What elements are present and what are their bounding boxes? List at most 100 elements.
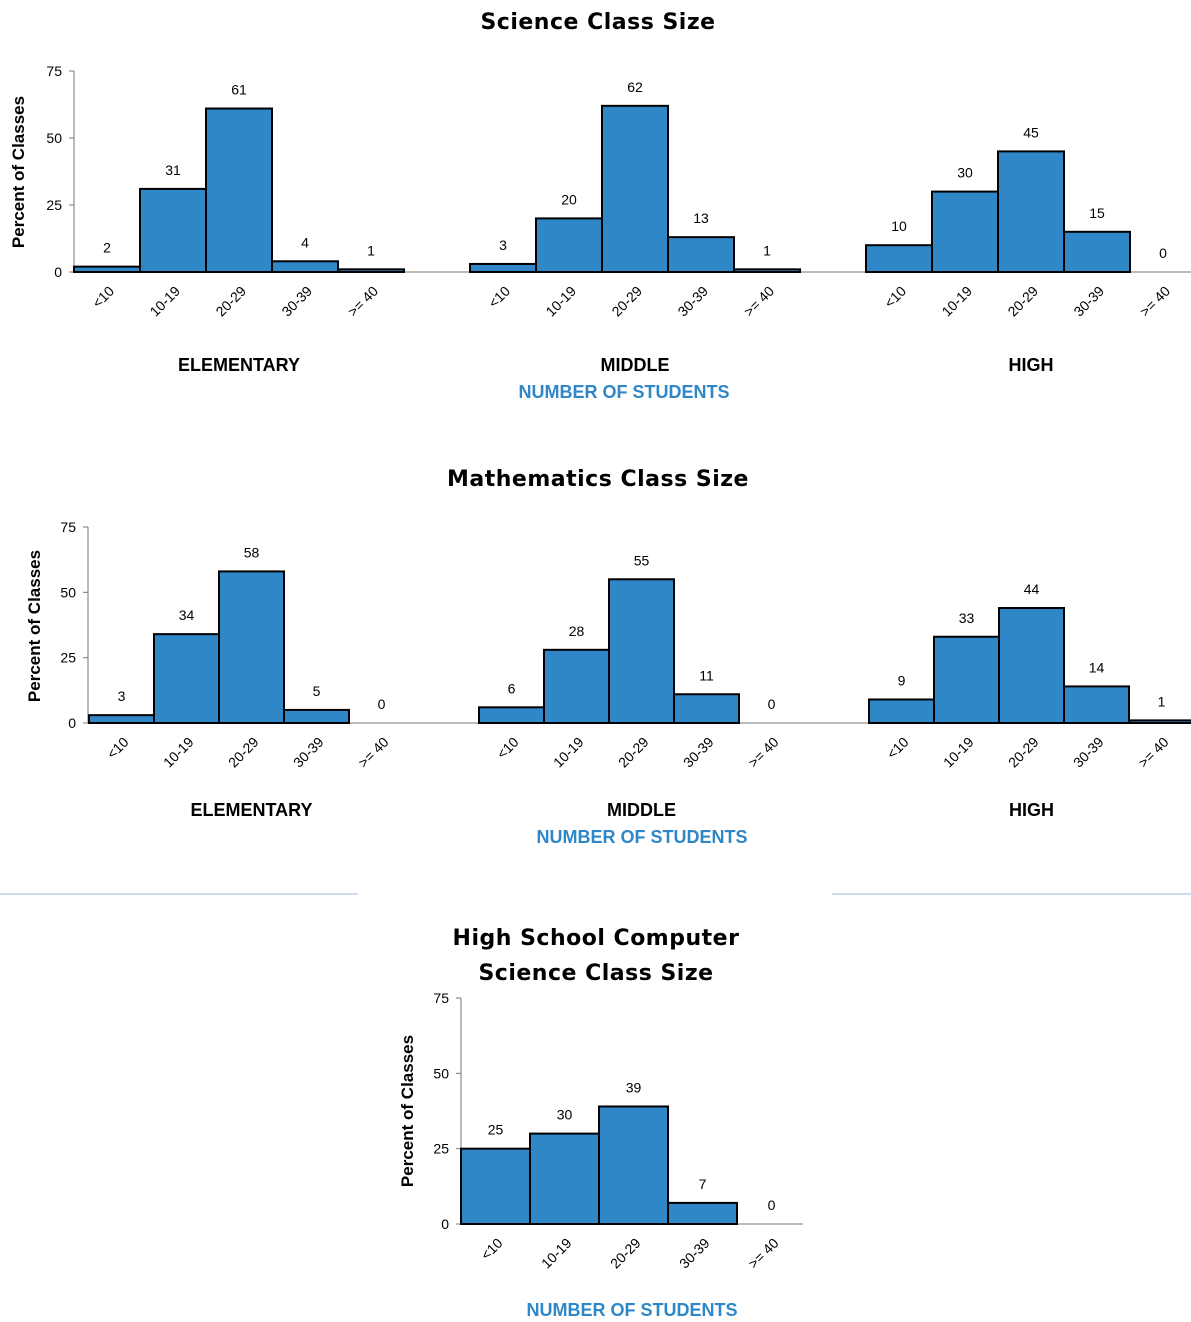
math-category-label: 20-29: [1005, 734, 1042, 771]
science-bar: [1063, 230, 1131, 274]
math-data-label: 33: [959, 610, 975, 626]
science-bar: [733, 268, 801, 274]
science-group-label: ELEMENTARY: [178, 355, 300, 375]
math-chart-title: Mathematics Class Size: [447, 467, 749, 492]
science-data-label: 15: [1089, 205, 1105, 221]
science-bar: [139, 187, 207, 273]
science-category-label: >= 40: [1136, 283, 1173, 320]
cs-x-axis-label: NUMBER OF STUDENTS: [527, 1300, 738, 1320]
cs-category-label: 30-39: [676, 1235, 713, 1272]
cs-category-label: 10-19: [538, 1235, 575, 1272]
math-y-tick-label: 25: [60, 650, 76, 666]
science-bar: [601, 104, 669, 273]
math-category-label: 10-19: [940, 734, 977, 771]
science-data-label: 45: [1023, 124, 1039, 140]
cs-category-label: 20-29: [607, 1235, 644, 1272]
cs-plot: 0 25 50 75 25 <10 30 10-19 39 20-29 7 30-39 0 >= 40: [433, 990, 803, 1271]
science-category-label: >= 40: [740, 283, 777, 320]
science-x-axis-label: NUMBER OF STUDENTS: [519, 382, 730, 402]
science-y-tick-label: 25: [46, 197, 62, 213]
science-group-label: HIGH: [1009, 355, 1054, 375]
science-bar: [535, 217, 603, 273]
math-category-label: >= 40: [355, 734, 392, 771]
science-data-label: 30: [957, 165, 973, 181]
science-bar: [271, 260, 339, 273]
science-bar: [205, 107, 273, 273]
science-data-label: 0: [1159, 245, 1167, 261]
math-bar: [673, 693, 740, 725]
science-bar: [997, 150, 1065, 273]
math-category-label: 10-19: [550, 734, 587, 771]
math-category-label: <10: [104, 734, 132, 762]
math-category-label: 20-29: [615, 734, 652, 771]
science-category-label: 10-19: [938, 283, 975, 320]
science-chart: Science Class Size Percent of Classes NU…: [9, 10, 1191, 402]
science-bar: [865, 244, 933, 273]
cs-bar: [598, 1105, 669, 1225]
cs-y-tick-label: 25: [433, 1141, 449, 1157]
math-data-label: 6: [508, 680, 516, 696]
science-y-tick-label: 75: [46, 63, 62, 79]
science-bar: [931, 190, 999, 274]
cs-chart-title-line-1: High School Computer: [453, 926, 740, 951]
math-category-label: <10: [884, 734, 912, 762]
cs-data-label: 30: [557, 1107, 573, 1123]
math-bar: [933, 635, 1000, 725]
science-category-label: <10: [881, 283, 909, 311]
math-y-tick-label: 50: [60, 584, 76, 600]
math-bar: [283, 708, 350, 725]
science-bar: [337, 268, 405, 274]
science-y-axis-label: Percent of Classes: [9, 96, 28, 248]
math-data-label: 5: [313, 683, 321, 699]
science-category-label: 10-19: [542, 283, 579, 320]
math-data-label: 9: [898, 672, 906, 688]
math-category-label: >= 40: [1135, 734, 1172, 771]
cs-category-label: >= 40: [745, 1235, 782, 1272]
math-data-label: 11: [699, 667, 714, 683]
cs-chart: High School Computer Science Class Size …: [398, 926, 803, 1320]
science-bar: [73, 265, 141, 274]
science-category-label: 20-29: [608, 283, 645, 320]
math-bar: [543, 648, 610, 724]
science-bar: [469, 262, 537, 273]
science-data-label: 13: [693, 210, 709, 226]
cs-bar: [529, 1132, 600, 1225]
math-bar: [153, 633, 220, 724]
science-data-label: 61: [231, 82, 247, 98]
math-bar: [608, 578, 675, 724]
science-data-label: 1: [367, 242, 375, 258]
math-bar: [478, 706, 545, 725]
math-category-label: 10-19: [160, 734, 197, 771]
math-group-label: MIDDLE: [607, 800, 676, 820]
math-bar: [218, 570, 285, 725]
science-chart-title: Science Class Size: [480, 10, 715, 35]
math-plot: 0 25 50 75 3 <10 34 10-19 58 20-29 5 30-39 0 >= 40 ELE…: [60, 519, 1191, 820]
math-category-label: 30-39: [680, 734, 717, 771]
cs-data-label: 39: [626, 1079, 642, 1095]
science-data-label: 62: [627, 79, 643, 95]
science-category-label: >= 40: [344, 283, 381, 320]
math-bar: [998, 607, 1065, 724]
science-y-tick-label: 0: [54, 264, 62, 280]
cs-bar: [460, 1147, 531, 1225]
science-y-tick-label: 50: [46, 130, 62, 146]
math-data-label: 14: [1089, 659, 1105, 675]
math-data-label: 28: [569, 623, 585, 639]
cs-y-tick-label: 50: [433, 1065, 449, 1081]
math-data-label: 44: [1024, 581, 1040, 597]
math-data-label: 0: [378, 696, 386, 712]
math-data-label: 3: [118, 688, 126, 704]
science-category-label: 30-39: [278, 283, 315, 320]
math-group-label: HIGH: [1009, 800, 1054, 820]
science-data-label: 20: [561, 191, 577, 207]
cs-y-tick-label: 75: [433, 990, 449, 1006]
math-data-label: 1: [1158, 693, 1166, 709]
science-category-label: 10-19: [146, 283, 183, 320]
science-category-label: <10: [485, 283, 513, 311]
science-data-label: 2: [103, 240, 111, 256]
cs-y-axis-label: Percent of Classes: [398, 1035, 417, 1187]
math-category-label: 20-29: [225, 734, 262, 771]
science-data-label: 10: [891, 218, 907, 234]
